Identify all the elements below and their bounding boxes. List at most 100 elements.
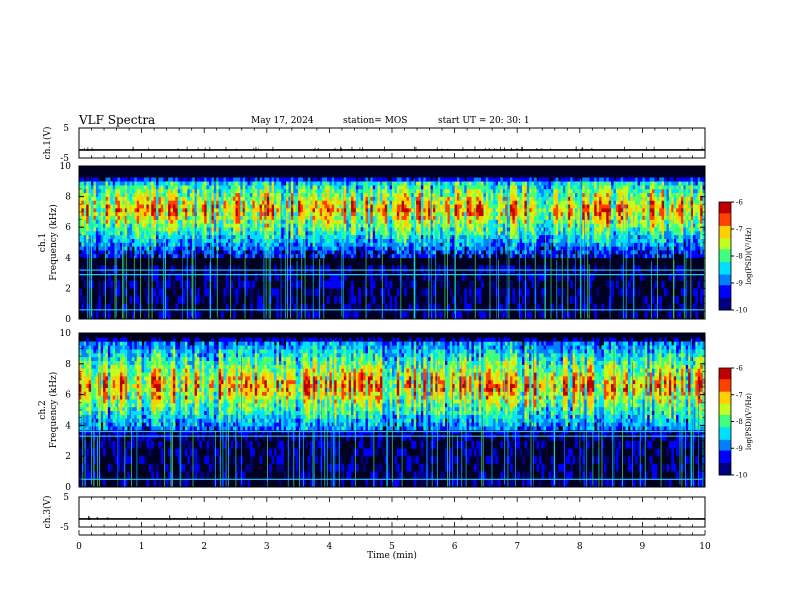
- ch1-spectrogram-cell: [312, 200, 316, 205]
- ch1-spectrogram-cell: [570, 242, 573, 247]
- ch1-spectrogram-cell: [201, 192, 205, 197]
- ch1-spectrogram-cell: [589, 288, 593, 297]
- ch1-spectrogram-cell: [413, 242, 417, 247]
- ch1-spectrogram-cell: [221, 215, 224, 220]
- ch1-spectrogram-cell: [574, 303, 578, 312]
- ch1-spectrogram-cell: [194, 188, 198, 194]
- ch1-spectrogram-cell: [370, 188, 374, 194]
- ch1-spectrogram-cell: [444, 250, 448, 255]
- ch1-spectrogram-cell: [432, 250, 436, 255]
- ch1-spectrogram-cell: [194, 185, 198, 190]
- ch1-spectrogram-cell: [353, 296, 357, 304]
- ch1-spectrogram-cell: [372, 238, 376, 243]
- ch1-spectrogram-cell: [379, 181, 383, 186]
- ch1-spectrogram-cell: [324, 227, 328, 232]
- ch1-spectrogram-cell: [148, 211, 152, 217]
- ch1-spectrogram-cell: [170, 181, 174, 186]
- ch1-spectrogram-cell: [151, 188, 154, 194]
- ch1-spectrogram-cell: [481, 185, 484, 190]
- ch1-spectrogram-cell: [355, 242, 359, 247]
- ch1-spectrogram-cell: [420, 208, 424, 213]
- ch1-spectrogram-cell: [524, 192, 528, 197]
- ch1-spectrogram-cell: [553, 204, 557, 209]
- ch1-spectrogram-cell: [432, 288, 436, 297]
- ch1-spectrogram-cell: [168, 246, 171, 251]
- ch1-spectrogram-cell: [517, 196, 520, 201]
- ch1-spectrogram-cell: [562, 234, 566, 239]
- ch1-spectrogram-cell: [589, 253, 593, 259]
- ch1-spectrogram-cell: [476, 208, 479, 213]
- ch1-spectrogram-cell: [452, 311, 455, 319]
- ch1-spectrogram-cell: [339, 296, 342, 304]
- ch1-spectrogram-cell: [560, 215, 564, 220]
- ch1-spectrogram-cell: [572, 265, 576, 274]
- ch1-spectrogram-cell: [163, 231, 166, 236]
- ch1-spectrogram-cell: [175, 219, 179, 224]
- ch1-spectrogram-cell: [553, 219, 557, 224]
- ch1-spectrogram-cell: [379, 185, 383, 190]
- ch1-spectrogram-cell: [153, 303, 157, 312]
- ch1-spectrogram-cell: [98, 211, 101, 217]
- ch1-spectrogram-cell: [156, 185, 159, 190]
- ch1-spectrogram-cell: [442, 231, 446, 236]
- ch1-spectrogram-cell: [103, 250, 106, 255]
- ch1-spectrogram-cell: [278, 238, 282, 243]
- ch1-spectrogram-cell: [360, 200, 364, 205]
- ch1-spectrogram-cell: [565, 185, 569, 190]
- ch1-spectrogram-cell: [127, 211, 130, 217]
- ch1-spectrogram-cell: [160, 211, 164, 217]
- ch1-spectrogram-cell: [382, 181, 386, 186]
- ch1-spectrogram-cell: [512, 181, 516, 186]
- ch1-spectrogram-cell: [319, 234, 323, 239]
- ch1-spectrogram-cell: [281, 303, 284, 312]
- ch1-spectrogram-cell: [447, 246, 451, 251]
- ch1-spectrogram-cell: [172, 265, 176, 274]
- ch1-spectrogram-cell: [558, 215, 561, 220]
- ch1-spectrogram-cell: [524, 204, 528, 209]
- ch1-spectrogram-cell: [81, 219, 85, 224]
- ch1-spectrogram-cell: [177, 196, 181, 201]
- ch1-spectrogram-cell: [534, 196, 537, 201]
- ch1-spectrogram-cell: [177, 211, 181, 217]
- ch1-spectrogram-cell: [560, 242, 564, 247]
- ch1-spectrogram-cell: [372, 204, 376, 209]
- ch1-spectrogram-cell: [91, 280, 94, 289]
- ch1-spectrogram-cell: [432, 303, 436, 312]
- ch1-spectrogram-cell: [103, 215, 106, 220]
- ch1-spectrogram-cell: [582, 177, 585, 182]
- ch1-spectrogram-cell: [543, 215, 547, 220]
- ch1-spectrogram-cell: [514, 219, 518, 224]
- ch1-spectrogram-cell: [305, 234, 309, 239]
- ch1-spectrogram-cell: [148, 177, 152, 182]
- ch1-spectrogram-cell: [500, 177, 504, 182]
- ch1-spectrogram-cell: [488, 211, 492, 217]
- ch1-spectrogram-cell: [432, 188, 436, 194]
- ch1-spectrogram-cell: [182, 238, 186, 243]
- ch1-spectrogram-cell: [324, 204, 328, 209]
- ch1-spectrogram-cell: [177, 223, 181, 228]
- ch1-spectrogram-cell: [538, 211, 542, 217]
- ch1-spectrogram-cell: [531, 238, 535, 243]
- ch1-spectrogram-cell: [353, 253, 357, 259]
- ch1-spectrogram-cell: [476, 200, 479, 205]
- ch1-spectrogram-cell: [457, 227, 460, 232]
- ch1-spectrogram-cell: [184, 215, 188, 220]
- ch1-spectrogram-cell: [377, 188, 381, 194]
- ch1-spectrogram-cell: [457, 204, 460, 209]
- ch1-spectrogram-cell: [182, 234, 186, 239]
- ch1-spectrogram-cell: [160, 288, 164, 297]
- ch1-spectrogram-cell: [418, 196, 422, 201]
- ch1-spectrogram-cell: [512, 196, 516, 201]
- ch1-spectrogram-cell: [444, 196, 448, 201]
- ch1-spectrogram-cell: [469, 231, 472, 236]
- ch1-spectrogram-cell: [110, 231, 114, 236]
- ch1-spectrogram-cell: [399, 177, 402, 182]
- ch1-spectrogram-cell: [312, 219, 316, 224]
- ch1-spectrogram-cell: [529, 227, 532, 232]
- ch1-spectrogram-cell: [365, 204, 369, 209]
- ch1-spectrogram-cell: [541, 200, 544, 205]
- ch1-spectrogram-cell: [363, 238, 366, 243]
- ch1-spectrogram-cell: [151, 231, 154, 236]
- ch1-spectrogram-cell: [406, 250, 410, 255]
- ch1-spectrogram-cell: [572, 234, 576, 239]
